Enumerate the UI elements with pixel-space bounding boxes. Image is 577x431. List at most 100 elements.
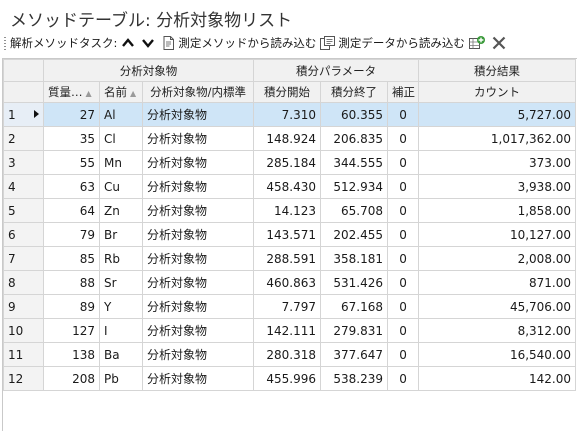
table-row[interactable]: 5 64 Zn 分析対象物 14.123 65.708 0 1,858.00	[3, 198, 577, 223]
row-header[interactable]: 3	[3, 150, 44, 175]
end-column-header[interactable]: 積分終了	[320, 81, 389, 103]
row-header[interactable]: 2	[3, 126, 44, 151]
mass-cell[interactable]: 138	[43, 342, 100, 367]
count-cell[interactable]: 10,127.00	[418, 222, 577, 247]
type-cell[interactable]: 分析対象物	[141, 150, 255, 175]
toolbar-grip[interactable]	[3, 36, 7, 50]
count-cell[interactable]: 3,938.00	[418, 174, 577, 199]
row-header[interactable]: 1	[3, 102, 44, 127]
chevron-down-icon[interactable]	[141, 37, 155, 49]
name-cell[interactable]: Br	[99, 222, 143, 247]
end-cell[interactable]: 344.555	[320, 150, 389, 175]
start-cell[interactable]: 143.571	[253, 222, 322, 247]
mass-cell[interactable]: 64	[43, 198, 100, 223]
type-column-header[interactable]: 分析対象物/内標準	[141, 81, 255, 103]
name-cell[interactable]: Ba	[99, 342, 143, 367]
start-cell[interactable]: 14.123	[253, 198, 322, 223]
name-cell[interactable]: Zn	[99, 198, 143, 223]
end-cell[interactable]: 512.934	[320, 174, 389, 199]
start-cell[interactable]: 7.310	[253, 102, 322, 127]
correction-column-header[interactable]: 補正	[387, 81, 420, 103]
correction-cell[interactable]: 0	[387, 366, 420, 391]
correction-cell[interactable]: 0	[387, 102, 420, 127]
row-header[interactable]: 7	[3, 246, 44, 271]
type-cell[interactable]: 分析対象物	[141, 126, 255, 151]
count-cell[interactable]: 1,017,362.00	[418, 126, 577, 151]
correction-cell[interactable]: 0	[387, 222, 420, 247]
start-cell[interactable]: 458.430	[253, 174, 322, 199]
start-cell[interactable]: 455.996	[253, 366, 322, 391]
type-cell[interactable]: 分析対象物	[141, 246, 255, 271]
table-row[interactable]: 4 63 Cu 分析対象物 458.430 512.934 0 3,938.00	[3, 174, 577, 199]
chevron-up-icon[interactable]	[121, 37, 135, 49]
type-cell[interactable]: 分析対象物	[141, 270, 255, 295]
start-cell[interactable]: 7.797	[253, 294, 322, 319]
type-cell[interactable]: 分析対象物	[141, 102, 255, 127]
end-cell[interactable]: 538.239	[320, 366, 389, 391]
correction-cell[interactable]: 0	[387, 318, 420, 343]
name-cell[interactable]: Pb	[99, 366, 143, 391]
correction-cell[interactable]: 0	[387, 342, 420, 367]
count-column-header[interactable]: カウント	[418, 81, 577, 103]
start-cell[interactable]: 142.111	[253, 318, 322, 343]
mass-cell[interactable]: 127	[43, 318, 100, 343]
correction-cell[interactable]: 0	[387, 270, 420, 295]
name-cell[interactable]: Cu	[99, 174, 143, 199]
type-cell[interactable]: 分析対象物	[141, 366, 255, 391]
end-cell[interactable]: 67.168	[320, 294, 389, 319]
count-cell[interactable]: 16,540.00	[418, 342, 577, 367]
row-header[interactable]: 6	[3, 222, 44, 247]
load-from-method-button[interactable]: 測定メソッドから読み込む	[161, 35, 316, 51]
start-column-header[interactable]: 積分開始	[253, 81, 322, 103]
count-cell[interactable]: 373.00	[418, 150, 577, 175]
mass-cell[interactable]: 35	[43, 126, 100, 151]
type-cell[interactable]: 分析対象物	[141, 222, 255, 247]
row-header[interactable]: 10	[3, 318, 44, 343]
table-row[interactable]: 2 35 Cl 分析対象物 148.924 206.835 0 1,017,362.00	[3, 126, 577, 151]
count-cell[interactable]: 2,008.00	[418, 246, 577, 271]
name-cell[interactable]: Rb	[99, 246, 143, 271]
start-cell[interactable]: 148.924	[253, 126, 322, 151]
type-cell[interactable]: 分析対象物	[141, 294, 255, 319]
count-cell[interactable]: 871.00	[418, 270, 577, 295]
mass-cell[interactable]: 88	[43, 270, 100, 295]
type-cell[interactable]: 分析対象物	[141, 318, 255, 343]
row-header[interactable]: 5	[3, 198, 44, 223]
start-cell[interactable]: 280.318	[253, 342, 322, 367]
start-cell[interactable]: 460.863	[253, 270, 322, 295]
name-cell[interactable]: Sr	[99, 270, 143, 295]
row-header[interactable]: 12	[3, 366, 44, 391]
table-row[interactable]: 8 88 Sr 分析対象物 460.863 531.426 0 871.00	[3, 270, 577, 295]
mass-cell[interactable]: 79	[43, 222, 100, 247]
end-cell[interactable]: 279.831	[320, 318, 389, 343]
type-cell[interactable]: 分析対象物	[141, 198, 255, 223]
mass-cell[interactable]: 89	[43, 294, 100, 319]
correction-cell[interactable]: 0	[387, 174, 420, 199]
name-cell[interactable]: Y	[99, 294, 143, 319]
correction-cell[interactable]: 0	[387, 294, 420, 319]
mass-column-header[interactable]: 質量… ▲	[43, 81, 100, 103]
row-header[interactable]: 8	[3, 270, 44, 295]
end-cell[interactable]: 531.426	[320, 270, 389, 295]
start-cell[interactable]: 288.591	[253, 246, 322, 271]
table-row[interactable]: 6 79 Br 分析対象物 143.571 202.455 0 10,127.00	[3, 222, 577, 247]
end-cell[interactable]: 206.835	[320, 126, 389, 151]
start-cell[interactable]: 285.184	[253, 150, 322, 175]
row-header[interactable]: 4	[3, 174, 44, 199]
mass-cell[interactable]: 55	[43, 150, 100, 175]
name-cell[interactable]: Cl	[99, 126, 143, 151]
end-cell[interactable]: 60.355	[320, 102, 389, 127]
table-row[interactable]: 3 55 Mn 分析対象物 285.184 344.555 0 373.00	[3, 150, 577, 175]
count-cell[interactable]: 142.00	[418, 366, 577, 391]
table-row[interactable]: 1 27 Al 分析対象物 7.310 60.355 0 5,727.00	[3, 102, 577, 127]
type-cell[interactable]: 分析対象物	[141, 174, 255, 199]
correction-cell[interactable]: 0	[387, 126, 420, 151]
table-row[interactable]: 11 138 Ba 分析対象物 280.318 377.647 0 16,540.00	[3, 342, 577, 367]
table-row[interactable]: 12 208 Pb 分析対象物 455.996 538.239 0 142.00	[3, 366, 577, 391]
mass-cell[interactable]: 208	[43, 366, 100, 391]
correction-cell[interactable]: 0	[387, 198, 420, 223]
name-column-header[interactable]: 名前 ▲	[99, 81, 143, 103]
count-cell[interactable]: 5,727.00	[418, 102, 577, 127]
row-header[interactable]: 11	[3, 342, 44, 367]
table-row[interactable]: 10 127 I 分析対象物 142.111 279.831 0 8,312.00	[3, 318, 577, 343]
